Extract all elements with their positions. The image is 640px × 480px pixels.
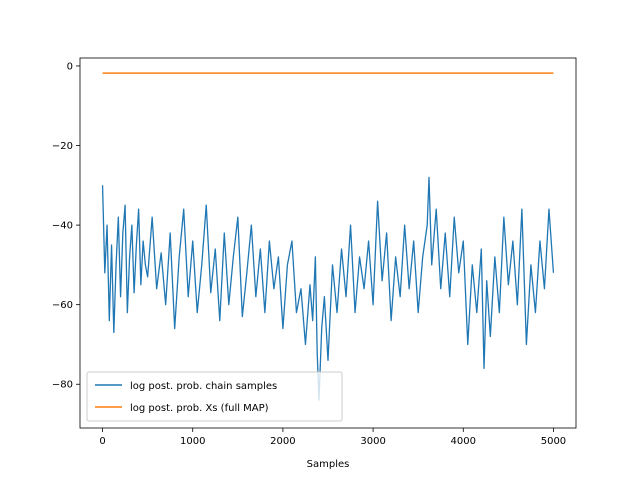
x-tick-label: 4000	[451, 436, 476, 447]
legend-box	[86, 371, 343, 422]
x-tick-label: 1000	[180, 436, 205, 447]
x-axis-label: Samples	[307, 459, 350, 470]
y-tick-label: −20	[52, 141, 73, 152]
x-tick-label: 2000	[270, 436, 295, 447]
x-tick-label: 0	[99, 436, 105, 447]
y-tick-label: −60	[52, 300, 73, 311]
x-axis: 0 1000 2000 3000 4000 5000	[99, 428, 566, 447]
y-tick-label: −40	[52, 221, 73, 232]
legend-label-full-map: log post. prob. Xs (full MAP)	[130, 403, 269, 414]
series-line-0	[101, 176, 555, 401]
plot-background	[80, 58, 576, 428]
series-layer	[101, 72, 555, 401]
x-tick-label: 3000	[360, 436, 385, 447]
y-tick-label: −80	[52, 380, 73, 391]
legend-label-chain-samples: log post. prob. chain samples	[130, 381, 277, 392]
y-axis: 0 −20 −40 −60 −80	[52, 61, 80, 391]
legend: log post. prob. chain samples log post. …	[86, 371, 343, 422]
plot-frame	[79, 57, 577, 429]
y-tick-label: 0	[67, 61, 73, 72]
x-tick-label: 5000	[541, 436, 566, 447]
